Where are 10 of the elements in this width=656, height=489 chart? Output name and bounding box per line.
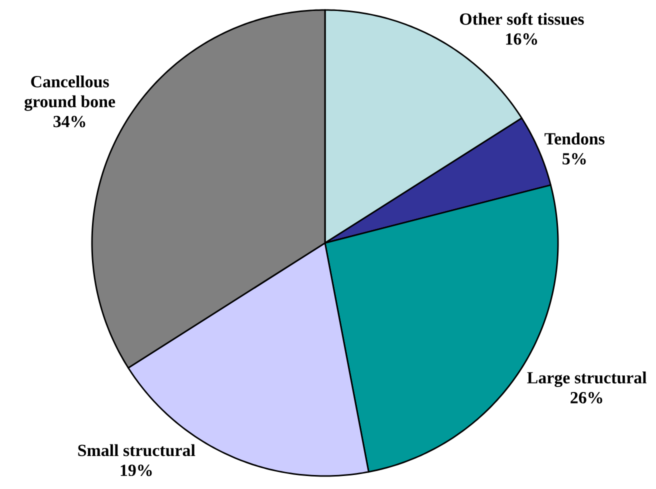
slice-label: Large structural: [527, 372, 647, 388]
data-label: 5%: [562, 153, 586, 165]
slice-label: Cancellous ground bone: [24, 75, 116, 111]
data-label: 26%: [570, 392, 602, 404]
slice-label: Other soft tissues: [460, 12, 584, 25]
data-label: 34%: [54, 116, 86, 128]
data-label: 16%: [506, 33, 538, 45]
data-label: 19%: [120, 464, 152, 476]
slice-label: Tendons: [544, 132, 604, 145]
slice-label: Small structural: [78, 444, 196, 456]
